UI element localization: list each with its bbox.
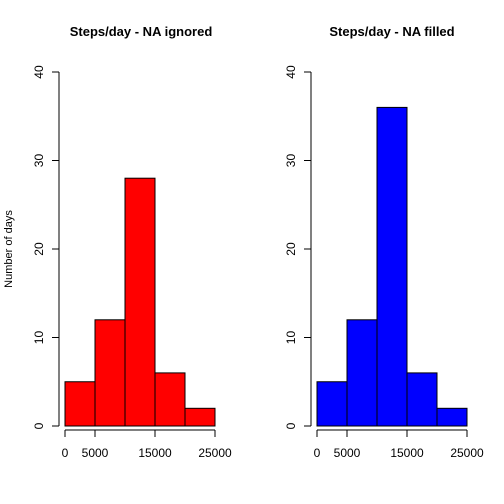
histogram-bar [124,177,156,427]
x-tick-label: 5000 [82,446,109,460]
y-tick-label: 10 [32,331,46,345]
y-tick-label: 20 [284,242,298,256]
bar-group [64,177,216,427]
x-tick-label: 25000 [450,446,484,460]
y-tick-label: 30 [32,154,46,168]
histogram-bar [64,381,96,427]
histogram-bar [184,407,216,427]
x-tick-label: 15000 [390,446,424,460]
y-axis: 0 10 20 30 40 [284,65,312,429]
y-tick-label: 20 [32,242,46,256]
histogram-bar [406,372,438,427]
bar-group [316,106,468,427]
x-tick-label: 5000 [334,446,361,460]
y-tick-label: 10 [284,331,298,345]
x-tick-label: 25000 [198,446,232,460]
y-tick-label: 0 [32,422,46,429]
histogram-bar [154,372,186,427]
y-axis-label: Number of days [3,210,15,288]
chart-title: Steps/day - NA filled [329,24,454,39]
y-tick-label: 40 [32,65,46,79]
x-tick-label: 15000 [138,446,172,460]
histogram-na-ignored: Steps/day - NA ignored Number of days 0 1… [3,24,232,460]
x-tick-label: 0 [314,446,321,460]
y-axis: 0 10 20 30 40 [32,65,60,429]
histogram-bar [376,106,408,427]
histogram-bar [94,319,126,427]
histogram-na-filled: Steps/day - NA filled 0 10 20 30 40 0 5000 150… [284,24,484,460]
y-tick-label: 0 [284,422,298,429]
y-tick-label: 40 [284,65,298,79]
chart-title: Steps/day - NA ignored [70,24,213,39]
y-tick-label: 30 [284,154,298,168]
x-axis: 0 5000 15000 25000 [62,429,232,460]
x-axis: 0 5000 15000 25000 [314,429,484,460]
x-tick-label: 0 [62,446,69,460]
histogram-bar [436,407,468,427]
histogram-bar [346,319,378,427]
histogram-bar [316,381,348,427]
